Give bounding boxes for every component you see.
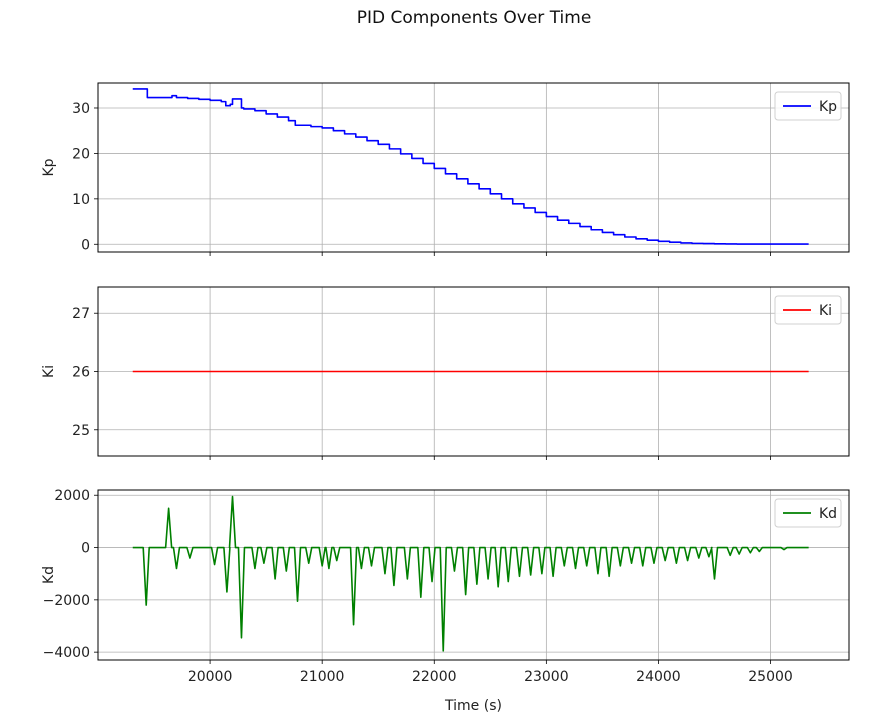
axes-frame [97,489,850,661]
y-tick-label: 20 [72,146,90,162]
axes-frame [97,286,850,457]
y-tick-label: 26 [72,365,90,381]
series-line-kp [132,88,809,245]
y-tick-label: 0 [81,541,90,557]
subplot-ki: 25 26 27 Ki Ki [41,286,850,460]
legend: Kd [774,498,842,528]
y-axis-label: Ki [41,365,57,378]
x-tick-label: 23000 [524,669,569,685]
y-tick-label: 2000 [54,488,90,504]
series-line-kd [132,495,809,652]
subplot-kp: 0 10 20 30 Kp Kp [41,82,850,256]
y-tick-label: 10 [72,192,90,208]
x-tick-label: 22000 [412,669,457,685]
axes-frame [97,82,850,253]
figure-title: PID Components Over Time [357,8,592,28]
legend: Ki [774,295,842,325]
x-tick-label: 21000 [300,669,345,685]
y-tick-label: 27 [72,306,90,322]
x-tick-label: 20000 [188,669,233,685]
x-tick-label: 24000 [636,669,681,685]
legend: Kp [774,91,842,121]
y-tick-label: 30 [72,101,90,117]
y-tick-label: 0 [81,237,90,253]
y-axis-label: Kp [41,158,57,176]
y-axis-label: Kd [41,566,57,584]
y-tick-label: 25 [72,423,90,439]
x-axis-label: Time (s) [444,698,502,714]
legend-label: Ki [819,303,832,319]
subplot-kd: −4000 −2000 0 2000 20000 21000 22000 23000 24000… [41,488,850,714]
x-tick-label: 25000 [748,669,793,685]
y-tick-label: −2000 [43,593,90,609]
legend-label: Kp [819,99,837,115]
y-tick-label: −4000 [43,645,90,661]
legend-label: Kd [819,506,837,522]
